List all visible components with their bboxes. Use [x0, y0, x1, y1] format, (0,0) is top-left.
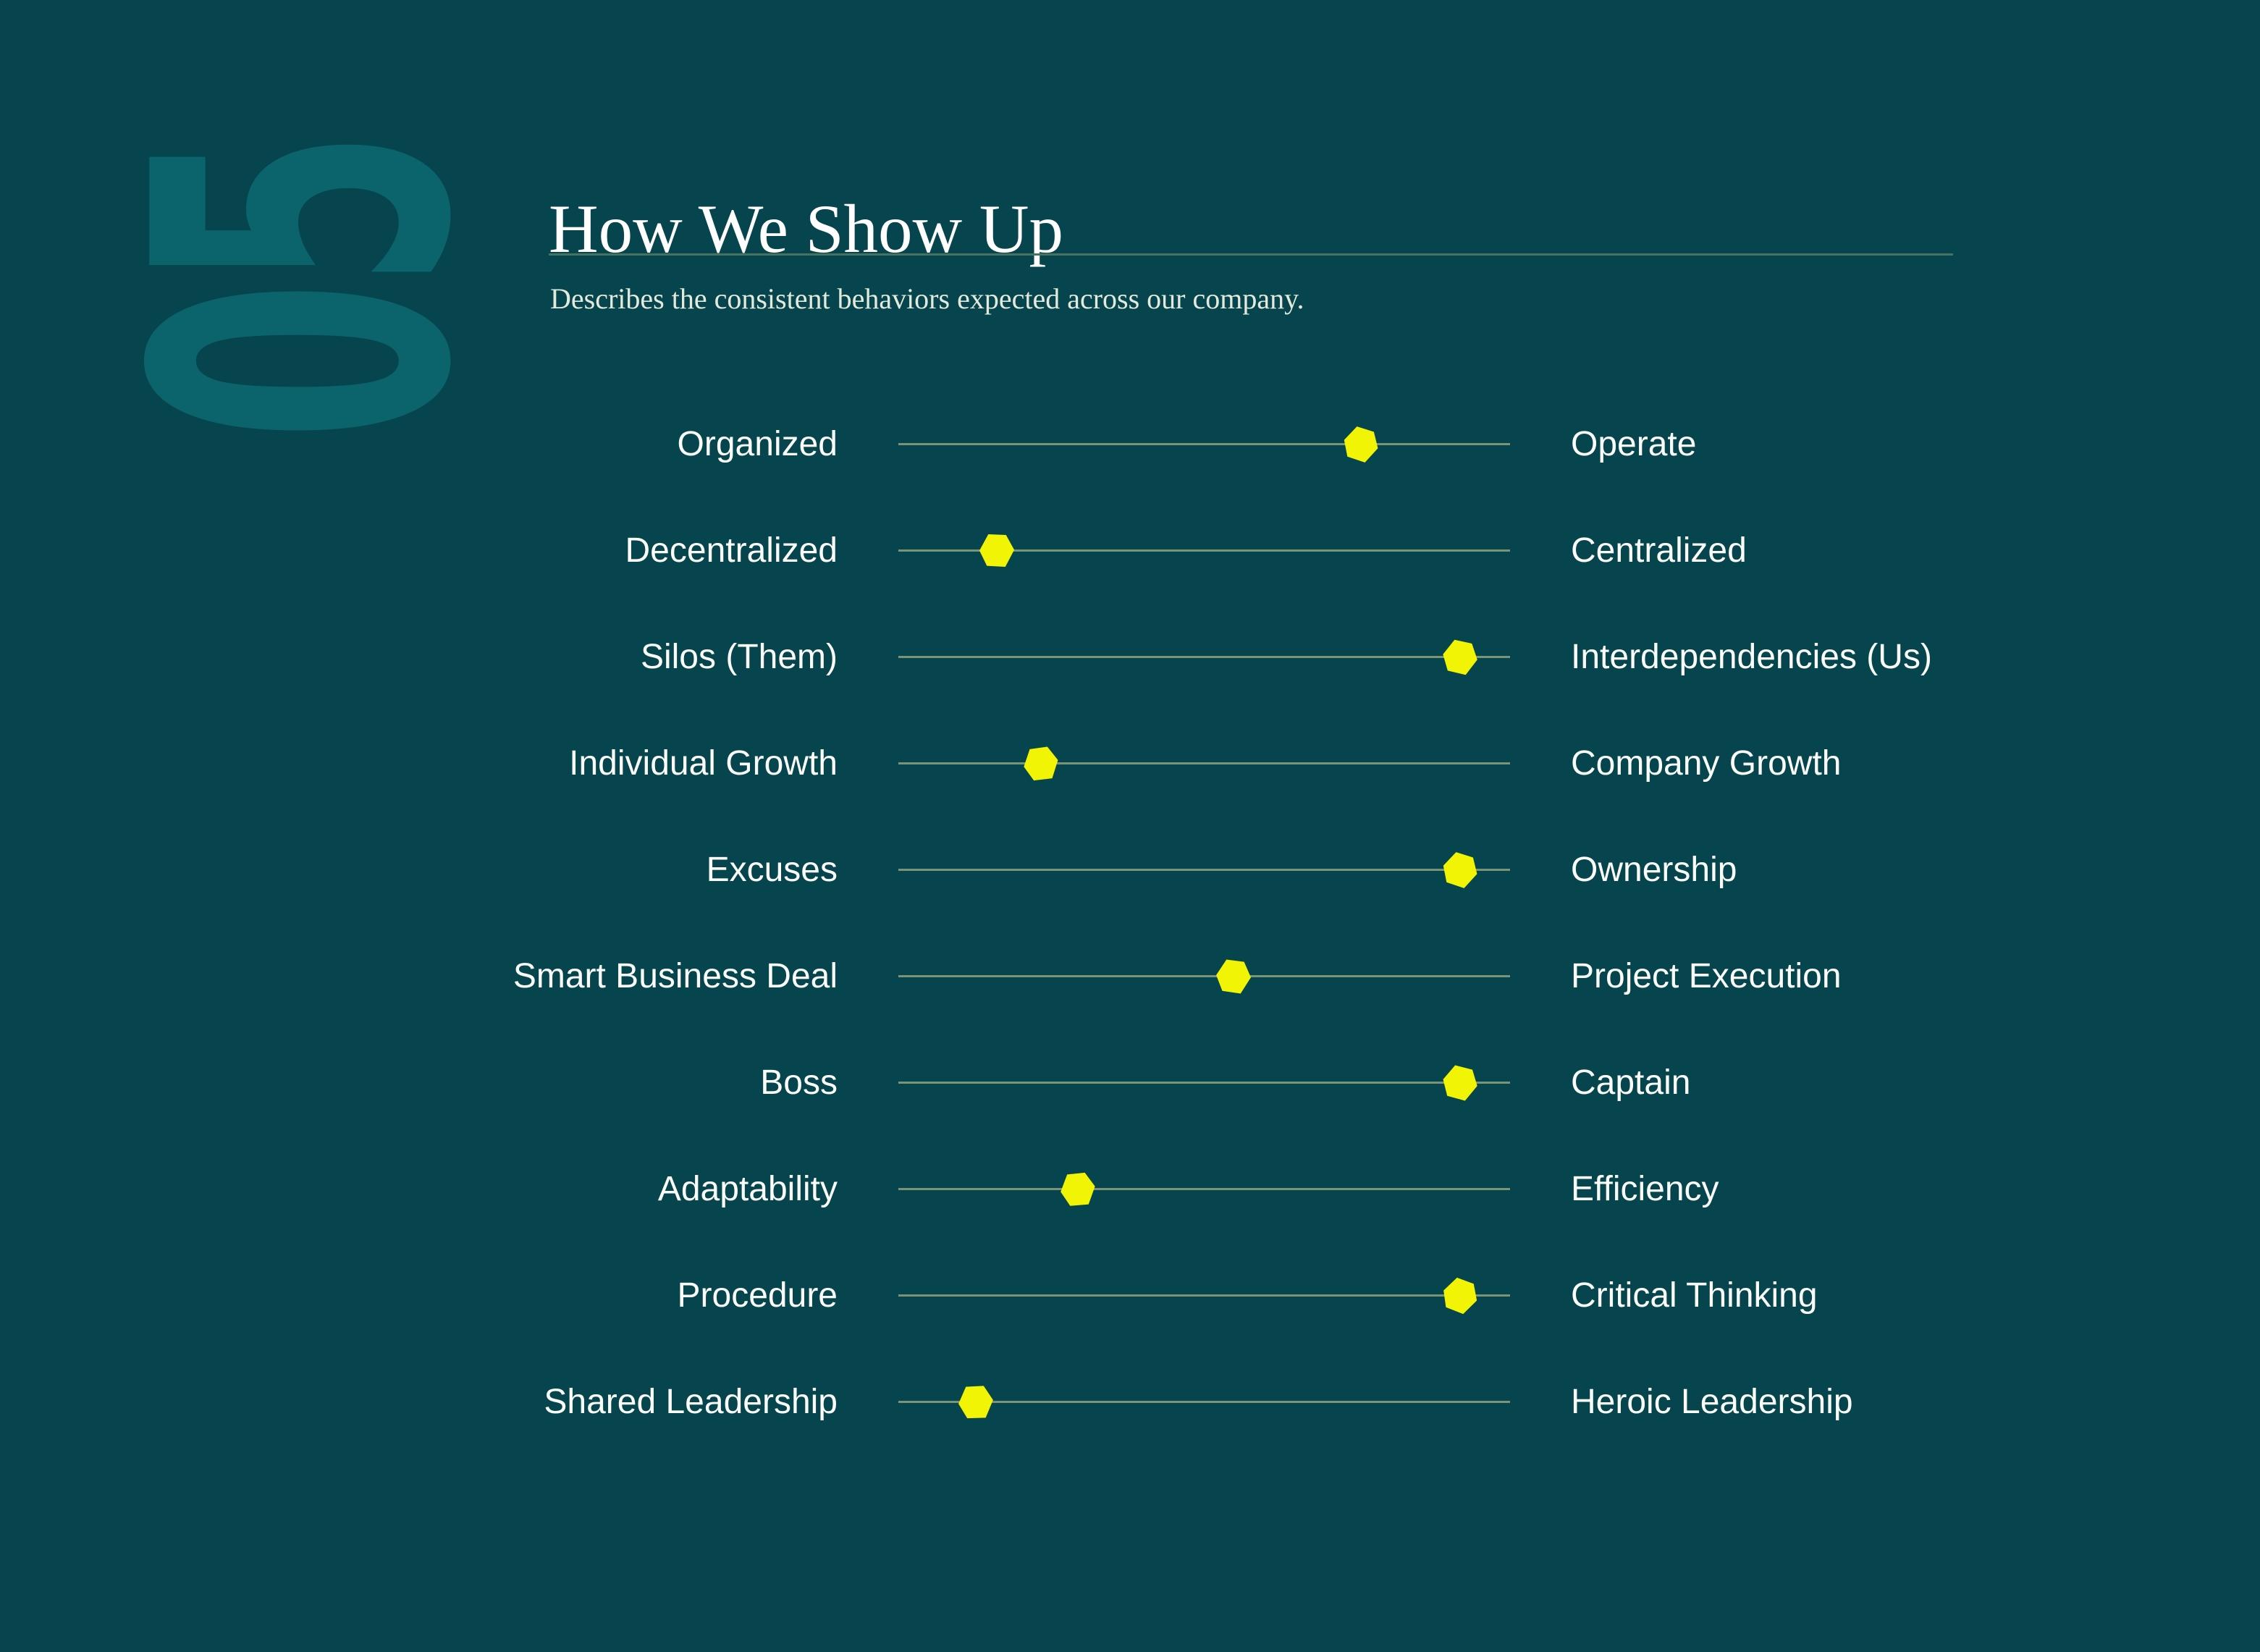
slider-track: [898, 762, 1510, 764]
left-label: Shared Leadership: [544, 1383, 838, 1421]
right-label: Ownership: [1571, 851, 1737, 889]
left-label: Individual Growth: [569, 744, 838, 783]
right-label: Captain: [1571, 1063, 1691, 1102]
left-label: Adaptability: [657, 1170, 838, 1208]
left-label: Decentralized: [625, 531, 838, 570]
slider-track: [898, 1294, 1510, 1297]
right-label: Project Execution: [1571, 957, 1842, 995]
slider-list: Organized Operate Decentralized Centrali…: [290, 391, 2143, 1455]
right-label: Efficiency: [1571, 1170, 1719, 1208]
slider-handle[interactable]: [1438, 848, 1482, 891]
slider-row: Shared Leadership Heroic Leadership: [290, 1349, 2143, 1455]
slider-handle[interactable]: [1439, 1061, 1481, 1103]
slider-row: Adaptability Efficiency: [290, 1136, 2143, 1242]
slider-row: Individual Growth Company Growth: [290, 710, 2143, 817]
slider-track: [898, 443, 1510, 445]
slider-handle[interactable]: [1020, 743, 1061, 784]
slider-row: Smart Business Deal Project Execution: [290, 923, 2143, 1029]
slider-handle[interactable]: [957, 1383, 995, 1421]
slider-track: [898, 1082, 1510, 1084]
slider-handle[interactable]: [1058, 1169, 1097, 1209]
title-divider: [549, 253, 1953, 256]
right-label: Interdependencies (Us): [1571, 638, 1932, 676]
slider-row: Silos (Them) Interdependencies (Us): [290, 604, 2143, 710]
slider-handle[interactable]: [1339, 422, 1383, 465]
slider-handle[interactable]: [979, 534, 1015, 568]
slider-handle[interactable]: [1439, 636, 1480, 678]
right-label: Operate: [1571, 425, 1697, 463]
left-label: Boss: [760, 1063, 838, 1102]
left-label: Silos (Them): [640, 638, 838, 676]
right-label: Centralized: [1571, 531, 1747, 570]
right-label: Heroic Leadership: [1571, 1383, 1853, 1421]
left-label: Procedure: [677, 1276, 838, 1315]
left-label: Excuses: [706, 851, 838, 889]
left-label: Organized: [677, 425, 838, 463]
slider-handle[interactable]: [1438, 1273, 1483, 1318]
slider-row: Boss Captain: [290, 1029, 2143, 1136]
slider-track: [898, 534, 1510, 568]
slider-track: [898, 656, 1510, 658]
slider-track: [898, 869, 1510, 871]
slider-track: [898, 975, 1510, 977]
slider-row: Procedure Critical Thinking: [290, 1242, 2143, 1349]
slider-handle[interactable]: [1215, 957, 1253, 995]
right-label: Critical Thinking: [1571, 1276, 1818, 1315]
slider-row: Excuses Ownership: [290, 817, 2143, 923]
slider-track: [898, 1401, 1510, 1403]
left-label: Smart Business Deal: [513, 957, 838, 995]
slider-row: Decentralized Centralized: [290, 497, 2143, 604]
right-label: Company Growth: [1571, 744, 1842, 783]
slider-track: [898, 1188, 1510, 1190]
slider-row: Organized Operate: [290, 391, 2143, 497]
page-subtitle: Describes the consistent behaviors expec…: [550, 282, 1304, 315]
